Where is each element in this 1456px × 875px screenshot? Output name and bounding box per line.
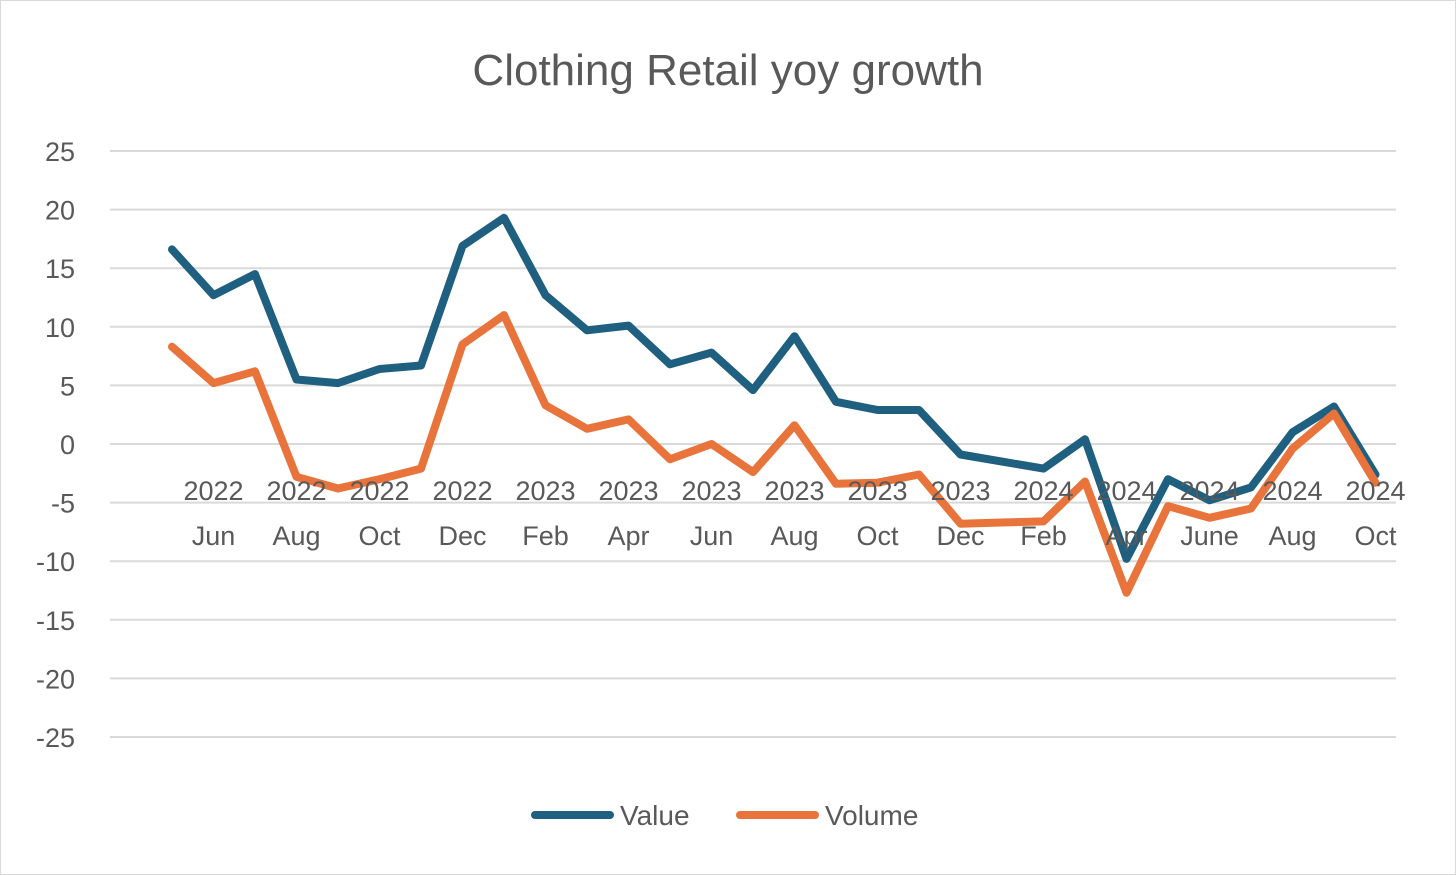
x-tick-month-label: Apr bbox=[607, 521, 649, 551]
y-tick-label: -25 bbox=[36, 723, 75, 753]
x-tick-year-label: 2022 bbox=[432, 476, 492, 506]
y-tick-label: -5 bbox=[51, 489, 75, 519]
y-tick-label: 10 bbox=[45, 313, 75, 343]
x-tick-month-label: Aug bbox=[272, 521, 320, 551]
x-tick-year-label: 2023 bbox=[598, 476, 658, 506]
x-tick-year-label: 2024 bbox=[1179, 476, 1239, 506]
legend-label-volume: Volume bbox=[825, 800, 918, 831]
y-tick-label: 5 bbox=[60, 371, 75, 401]
y-tick-label: 25 bbox=[45, 137, 75, 167]
chart-title: Clothing Retail yoy growth bbox=[472, 46, 983, 95]
y-tick-label: -20 bbox=[36, 664, 75, 694]
y-axis-tick-labels: 25 20 15 10 5 0 -5 -10 -15 -20 -25 bbox=[36, 137, 75, 753]
x-tick-year-label: 2024 bbox=[1262, 476, 1322, 506]
x-tick-year-label: 2024 bbox=[1013, 476, 1073, 506]
x-tick-month-label: Oct bbox=[358, 521, 401, 551]
x-axis-tick-labels: 2022 Jun 2022 Aug 2022 Oct 2022 Dec 2023 Feb 2023 A… bbox=[183, 476, 1405, 551]
x-tick-month-label: Dec bbox=[438, 521, 486, 551]
x-tick-year-label: 2022 bbox=[183, 476, 243, 506]
x-tick-year-label: 2022 bbox=[266, 476, 326, 506]
x-tick-year-label: 2023 bbox=[681, 476, 741, 506]
series-line-value bbox=[168, 213, 1380, 563]
y-tick-label: 20 bbox=[45, 196, 75, 226]
gridlines bbox=[110, 150, 1396, 738]
x-tick-month-label: Feb bbox=[1020, 521, 1067, 551]
x-tick-month-label: Aug bbox=[770, 521, 818, 551]
y-tick-label: 15 bbox=[45, 254, 75, 284]
y-tick-label: -10 bbox=[36, 547, 75, 577]
y-tick-label: -15 bbox=[36, 606, 75, 636]
x-tick-month-label: June bbox=[1180, 521, 1239, 551]
x-tick-month-label: Aug bbox=[1268, 521, 1316, 551]
legend: Value Volume bbox=[531, 800, 918, 831]
series-line-volume bbox=[168, 311, 1380, 597]
legend-label-value: Value bbox=[620, 800, 690, 831]
x-tick-year-label: 2023 bbox=[764, 476, 824, 506]
x-tick-year-label: 2022 bbox=[349, 476, 409, 506]
x-tick-month-label: Feb bbox=[522, 521, 569, 551]
x-tick-year-label: 2023 bbox=[847, 476, 907, 506]
series-lines bbox=[168, 213, 1380, 597]
x-tick-month-label: Oct bbox=[856, 521, 899, 551]
x-tick-month-label: Oct bbox=[1354, 521, 1397, 551]
x-tick-month-label: Jun bbox=[192, 521, 236, 551]
x-tick-month-label: Apr bbox=[1105, 521, 1147, 551]
x-tick-month-label: Dec bbox=[936, 521, 984, 551]
x-tick-year-label: 2023 bbox=[515, 476, 575, 506]
x-tick-year-label: 2024 bbox=[1096, 476, 1156, 506]
x-tick-year-label: 2023 bbox=[930, 476, 990, 506]
x-tick-month-label: Jun bbox=[690, 521, 734, 551]
y-tick-label: 0 bbox=[60, 430, 75, 460]
x-tick-year-label: 2024 bbox=[1345, 476, 1405, 506]
